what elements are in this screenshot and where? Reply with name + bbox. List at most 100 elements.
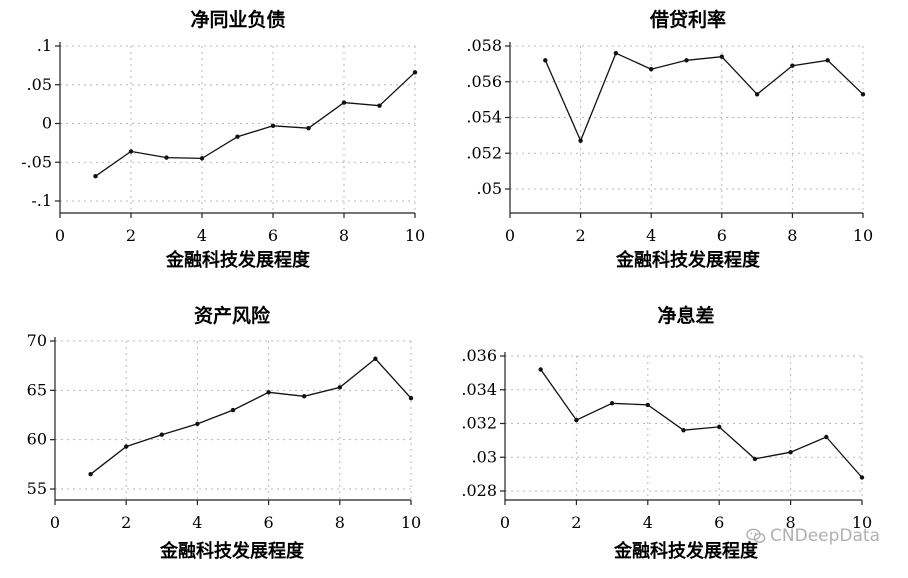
data-point xyxy=(377,103,382,108)
x-axis-label: 金融科技发展程度 xyxy=(613,540,759,562)
data-point xyxy=(824,434,829,440)
y-tick-label: -.05 xyxy=(21,152,52,171)
data-point xyxy=(613,50,619,56)
x-tick-label: 4 xyxy=(643,513,653,532)
data-point xyxy=(230,407,236,413)
data-point xyxy=(199,156,205,161)
x-tick-label: 10 xyxy=(401,513,421,532)
data-point xyxy=(578,138,583,143)
x-tick-label: 6 xyxy=(264,513,274,532)
x-tick-label: 8 xyxy=(339,226,349,245)
watermark: CNDeepData xyxy=(746,526,880,546)
data-point xyxy=(754,92,760,97)
x-tick-label: 6 xyxy=(268,226,278,245)
x-tick-label: 0 xyxy=(500,513,510,532)
data-point xyxy=(88,472,93,477)
data-point xyxy=(538,367,543,372)
x-tick-label: 4 xyxy=(646,226,656,245)
x-tick-label: 0 xyxy=(50,513,60,532)
x-tick-label: 10 xyxy=(852,513,872,532)
x-tick-label: 8 xyxy=(787,226,797,245)
y-tick-label: .05 xyxy=(27,75,52,94)
x-tick-label: 4 xyxy=(192,513,202,532)
data-point xyxy=(860,92,866,97)
data-point xyxy=(752,456,758,462)
y-tick-label: .058 xyxy=(466,36,502,55)
x-tick-label: 6 xyxy=(714,513,724,532)
y-tick-label: .054 xyxy=(466,108,502,127)
data-point xyxy=(574,417,579,423)
y-tick-label: .036 xyxy=(461,346,497,365)
data-point xyxy=(124,444,129,449)
x-tick-label: 2 xyxy=(126,226,136,245)
y-tick-label: .028 xyxy=(461,481,497,500)
x-tick-label: 2 xyxy=(571,513,581,532)
data-point xyxy=(159,432,164,437)
x-tick-label: 4 xyxy=(197,226,207,245)
series-line xyxy=(90,357,412,475)
y-tick-label: .032 xyxy=(461,414,497,433)
chart-title: 资产风险 xyxy=(194,304,271,327)
series-line xyxy=(95,71,416,177)
data-point xyxy=(270,123,276,129)
data-point xyxy=(681,428,686,433)
x-tick-label: 8 xyxy=(786,513,796,532)
x-axis-label: 金融科技发展程度 xyxy=(615,249,761,271)
chart-title: 借贷利率 xyxy=(649,8,726,31)
x-tick-label: 0 xyxy=(505,226,515,245)
y-tick-label: 55 xyxy=(27,479,47,498)
x-tick-label: 8 xyxy=(335,513,345,532)
data-point xyxy=(859,475,865,480)
chart-title: 净同业负债 xyxy=(190,8,285,31)
y-tick-label: 60 xyxy=(27,430,47,449)
data-point xyxy=(306,125,311,131)
x-tick-label: 2 xyxy=(121,513,131,532)
y-tick-label: .052 xyxy=(466,143,502,162)
data-point xyxy=(164,155,169,160)
y-tick-label: -.1 xyxy=(31,191,52,210)
data-point xyxy=(788,449,793,455)
data-point xyxy=(337,385,342,390)
y-tick-label: .03 xyxy=(472,447,497,466)
data-point xyxy=(645,402,650,408)
data-point xyxy=(412,70,418,75)
data-point xyxy=(128,149,134,154)
wechat-icon xyxy=(746,528,766,543)
data-point xyxy=(408,396,414,401)
y-tick-label: .034 xyxy=(461,380,497,399)
data-point xyxy=(195,421,200,427)
series-line xyxy=(540,369,863,478)
y-tick-label: 0 xyxy=(42,114,52,133)
x-axis-label: 金融科技发展程度 xyxy=(159,540,305,562)
y-tick-label: 70 xyxy=(27,331,47,350)
x-tick-label: 10 xyxy=(853,226,873,245)
watermark-text: CNDeepData xyxy=(770,526,880,546)
data-point xyxy=(373,356,378,361)
y-tick-label: .1 xyxy=(37,36,52,55)
data-point xyxy=(235,134,240,139)
data-point xyxy=(717,424,722,430)
data-point xyxy=(93,174,98,179)
data-point xyxy=(825,58,830,63)
data-point xyxy=(649,67,654,72)
y-tick-label: .05 xyxy=(477,179,502,198)
series-line xyxy=(544,52,864,143)
x-tick-label: 6 xyxy=(717,226,727,245)
data-point xyxy=(609,401,615,406)
chart-title: 净息差 xyxy=(657,304,714,327)
x-axis-label: 金融科技发展程度 xyxy=(165,249,311,271)
data-point xyxy=(684,58,689,63)
y-tick-label: 65 xyxy=(27,380,47,399)
x-tick-label: 2 xyxy=(576,226,586,245)
data-point xyxy=(341,100,347,105)
data-point xyxy=(719,54,724,59)
y-tick-label: .056 xyxy=(466,72,502,91)
data-point xyxy=(266,390,271,395)
data-point xyxy=(543,58,548,63)
data-point xyxy=(302,394,307,399)
